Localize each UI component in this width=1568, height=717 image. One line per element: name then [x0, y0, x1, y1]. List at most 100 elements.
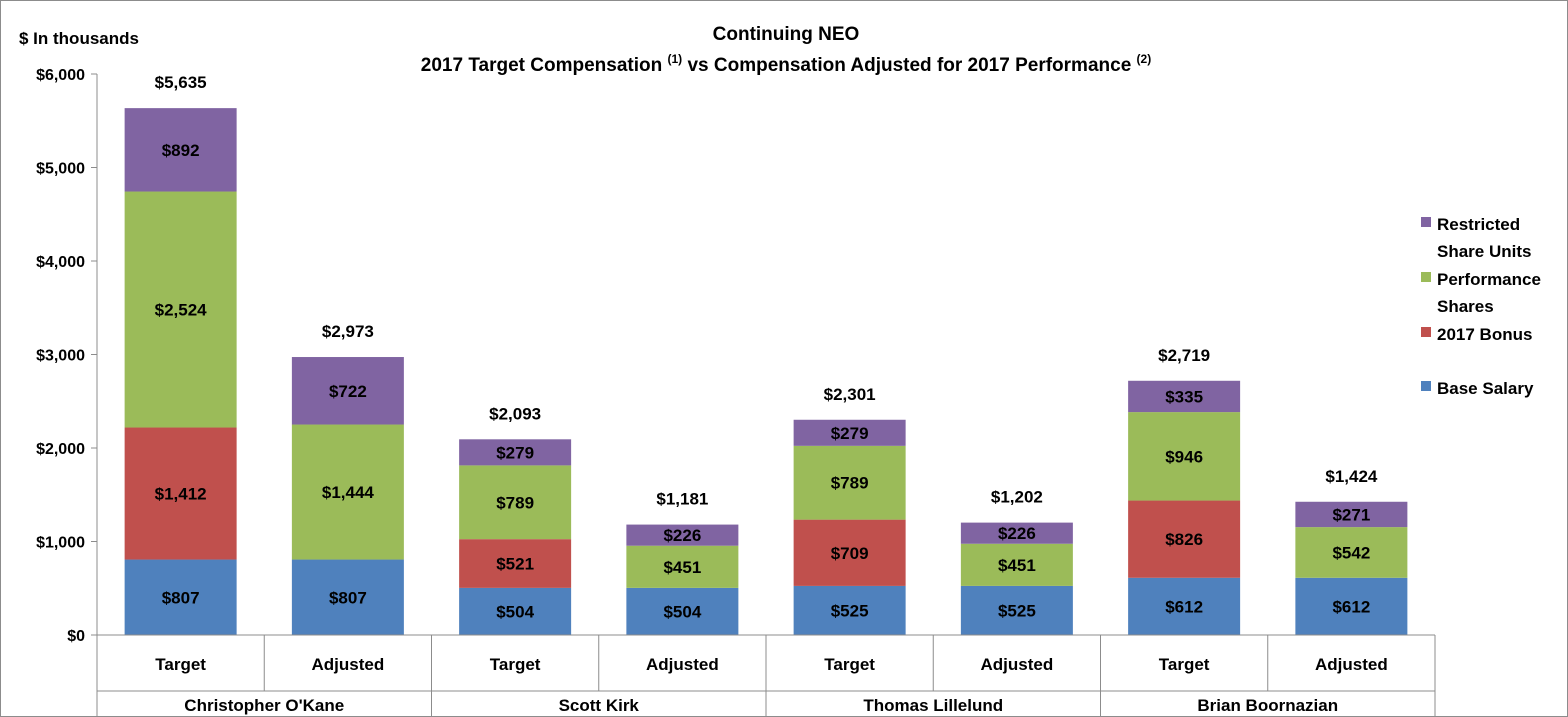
- bar-segment: [1295, 527, 1408, 578]
- segment-value-label: $521: [496, 555, 534, 574]
- segment-value-label: $826: [1165, 530, 1203, 549]
- chart-subtitle: 2017 Target Compensation (1) vs Compensa…: [421, 52, 1151, 76]
- subtitle-footnote-2: (2): [1137, 52, 1152, 66]
- segment-value-label: $722: [329, 382, 367, 401]
- y-axis: $0 $1,000 $2,000 $3,000 $4,000 $5,000 $6,000: [36, 67, 98, 645]
- bar-segment: [626, 587, 739, 635]
- y-tick-label: $6,000: [36, 67, 85, 84]
- bar-segment: [626, 545, 739, 588]
- segment-value-label: $1,444: [322, 483, 375, 502]
- bar-segment: [960, 585, 1073, 635]
- bar-segment: [459, 465, 572, 540]
- x-group-label: Thomas Lillelund: [863, 696, 1003, 715]
- bar-total-label: $1,202: [991, 488, 1043, 507]
- bar-segment: [124, 559, 237, 635]
- bar-segment: [1128, 380, 1241, 413]
- bar-segment: [793, 585, 906, 635]
- legend-label: Base Salary: [1437, 379, 1534, 398]
- bar-segment: [1295, 501, 1408, 528]
- bar-total-label: $2,093: [489, 404, 541, 423]
- legend-swatch: [1421, 327, 1431, 337]
- segment-value-label: $612: [1165, 597, 1203, 616]
- bar-segment: [1128, 500, 1241, 578]
- segment-value-label: $504: [496, 602, 534, 621]
- legend-label: Performance: [1437, 270, 1541, 289]
- bar-total-label: $2,973: [322, 322, 374, 341]
- bar-segment: [1295, 577, 1408, 635]
- segment-value-label: $279: [831, 424, 869, 443]
- x-category-label: Adjusted: [981, 655, 1054, 674]
- segment-value-label: $451: [998, 556, 1036, 575]
- legend-label: 2017 Bonus: [1437, 325, 1532, 344]
- bar-total-label: $1,424: [1325, 467, 1378, 486]
- y-tick-label: $5,000: [36, 161, 85, 178]
- legend: Restricted Share Units Performance Shares 20…: [1421, 215, 1541, 398]
- segment-value-label: $807: [162, 588, 200, 607]
- bar-total-label: $5,635: [155, 73, 207, 92]
- x-category-label: Target: [490, 655, 541, 674]
- y-axis-label: $ In thousands: [19, 29, 139, 48]
- y-tick-label: $0: [67, 628, 85, 645]
- segment-value-label: $226: [998, 524, 1036, 543]
- y-tick-label: $1,000: [36, 535, 85, 552]
- bar-segment: [459, 587, 572, 635]
- bars: $807 $1,412 $2,524 $892 $5,635 $807 $1,444 $722…: [124, 73, 1408, 635]
- chart-title: Continuing NEO: [713, 24, 860, 45]
- bar-segment: [124, 108, 237, 192]
- x-category-label: Target: [1159, 655, 1210, 674]
- subtitle-text-b: vs Compensation Adjusted for 2017 Perfor…: [682, 55, 1136, 76]
- legend-swatch: [1421, 381, 1431, 391]
- bar-segment: [793, 519, 906, 586]
- segment-value-label: $789: [496, 493, 534, 512]
- x-category-label: Target: [155, 655, 206, 674]
- bar-segment: [459, 539, 572, 588]
- y-tick-label: $3,000: [36, 348, 85, 365]
- bar-segment: [459, 439, 572, 466]
- bar-segment: [626, 524, 739, 546]
- bar-total-label: $2,301: [824, 385, 876, 404]
- segment-value-label: $2,524: [155, 301, 208, 320]
- segment-value-label: $525: [831, 601, 869, 620]
- x-group-label: Brian Boornazian: [1197, 696, 1338, 715]
- x-category-label: Target: [824, 655, 875, 674]
- segment-value-label: $807: [329, 588, 367, 607]
- segment-value-label: $1,412: [155, 485, 207, 504]
- x-axis: Target Adjusted Target Adjusted Target Adjust…: [96, 634, 1436, 716]
- x-category-label: Adjusted: [646, 655, 719, 674]
- segment-value-label: $612: [1332, 597, 1370, 616]
- bar-segment: [960, 522, 1073, 544]
- segment-value-label: $226: [663, 526, 701, 545]
- legend-swatch: [1421, 272, 1431, 282]
- subtitle-footnote-1: (1): [668, 52, 683, 66]
- subtitle-text-a: 2017 Target Compensation: [421, 55, 668, 76]
- bar-segment: [793, 445, 906, 520]
- segment-value-label: $451: [663, 558, 701, 577]
- legend-swatch: [1421, 217, 1431, 227]
- bar-segment: [291, 559, 404, 635]
- bar-total-label: $1,181: [656, 490, 708, 509]
- segment-value-label: $892: [162, 141, 200, 160]
- bar-segment: [793, 419, 906, 446]
- bar-segment: [960, 543, 1073, 586]
- bar-segment: [291, 357, 404, 425]
- y-tick-label: $4,000: [36, 254, 85, 271]
- bar-segment: [1128, 412, 1241, 501]
- segment-value-label: $946: [1165, 447, 1203, 466]
- segment-value-label: $542: [1332, 543, 1370, 562]
- bar-segment: [124, 427, 237, 560]
- x-category-label: Adjusted: [1315, 655, 1388, 674]
- bar-segment: [291, 424, 404, 560]
- legend-label-line2: Share Units: [1437, 242, 1531, 261]
- legend-label: Restricted: [1437, 215, 1520, 234]
- legend-label-line2: Shares: [1437, 297, 1494, 316]
- segment-value-label: $271: [1332, 505, 1370, 524]
- segment-value-label: $504: [663, 602, 701, 621]
- bar-segment: [124, 191, 237, 428]
- segment-value-label: $789: [831, 474, 869, 493]
- segment-value-label: $335: [1165, 387, 1203, 406]
- bar-total-label: $2,719: [1158, 346, 1210, 365]
- y-tick-label: $2,000: [36, 441, 85, 458]
- segment-value-label: $279: [496, 443, 534, 462]
